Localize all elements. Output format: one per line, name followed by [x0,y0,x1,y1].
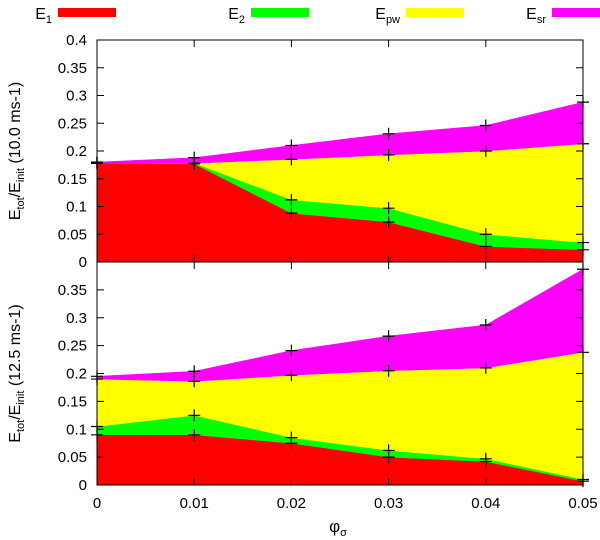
point-top-Esr-4 [479,119,492,132]
point-bottom-E1-1 [188,428,201,441]
point-bottom-Epw-3 [382,364,395,377]
point-top-Epw-2 [285,153,298,166]
legend-label-E1: E1 [35,6,52,26]
point-top-Epw-3 [382,148,395,161]
legend-label-E2: E2 [228,6,245,26]
point-bottom-Esr-4 [479,318,492,331]
point-top-E1-4 [479,240,492,253]
point-top-Esr-3 [382,127,395,140]
point-top-Esr-2 [285,139,298,152]
y-tick-label-top-1: 0.05 [58,226,87,243]
point-top-Epw-4 [479,145,492,157]
point-bottom-E2-1 [188,409,201,422]
x-tick-label-3: 0.03 [374,495,403,512]
x-tick-label-0: 0 [93,495,101,512]
y-tick-label-top-7: 0.35 [58,60,87,77]
point-bottom-Esr-1 [188,365,201,378]
legend-swatch-Epw [406,8,464,17]
y-tick-label-top-3: 0.15 [58,171,87,188]
point-top-E2-2 [285,193,298,206]
x-tick-label-5: 0.05 [568,495,597,512]
x-tick-label-2: 0.02 [277,495,306,512]
legend-entry-E1: E1 [35,6,116,26]
y-tick-label-top-0: 0 [79,254,87,271]
legend-swatch-E1 [58,8,116,17]
y-tick-label-top-5: 0.25 [58,115,87,132]
point-top-Esr-1 [188,151,201,164]
y-tick-label-top-8: 0.4 [66,32,87,49]
y-tick-label-bottom-5: 0.25 [58,338,87,355]
point-top-E2-3 [382,202,395,215]
y-axis-label-bottom: Etot/Einit (12.5 ms-1) [7,304,27,442]
legend-entry-E2: E2 [228,6,309,26]
x-tick-label-4: 0.04 [471,495,500,512]
point-top-E1-3 [382,216,395,229]
y-tick-label-bottom-3: 0.15 [58,393,87,410]
point-bottom-Esr-2 [285,344,298,357]
y-tick-label-bottom-4: 0.2 [66,366,87,383]
point-top-E2-4 [479,228,492,241]
legend-entry-Esr: Esr [526,6,600,26]
y-axis-label-top: Etot/Einit (10.0 ms-1) [7,82,27,220]
y-tick-label-top-6: 0.3 [66,88,87,105]
legend-label-Esr: Esr [526,6,546,26]
point-bottom-E2-3 [382,444,395,457]
point-bottom-Esr-3 [382,330,395,343]
x-axis: 0 0.01 0.02 0.03 0.04 0.05 φσ [93,495,598,539]
legend-label-Epw: Epw [375,6,400,26]
legend-swatch-Esr [552,8,600,17]
legend-swatch-E2 [251,8,309,17]
point-bottom-Epw-2 [285,369,298,382]
y-tick-label-top-2: 0.1 [66,199,87,216]
point-bottom-Epw-1 [188,375,201,388]
legend-entry-Epw: Epw [375,6,464,26]
y-tick-label-bottom-0: 0 [79,477,87,494]
x-tick-label-1: 0.01 [180,495,209,512]
point-top-E1-2 [285,207,298,220]
point-bottom-E2-4 [479,452,492,465]
point-bottom-Epw-4 [479,361,492,374]
y-tick-label-bottom-7: 0.35 [58,282,87,299]
panel-bottom: 0 0.05 0.1 0.15 0.2 0.25 0.3 0.35 Etot/Einit (12… [7,261,589,494]
point-bottom-E2-2 [285,431,298,444]
y-tick-label-bottom-6: 0.3 [66,310,87,327]
y-tick-label-bottom-2: 0.1 [66,421,87,438]
x-axis-label: φσ [329,517,347,539]
panel-top: 0 0.05 0.1 0.15 0.2 0.25 0.3 0.35 0.4 Etot/Einit … [7,32,589,271]
y-tick-label-bottom-1: 0.05 [58,449,87,466]
y-tick-label-top-4: 0.2 [66,143,87,160]
